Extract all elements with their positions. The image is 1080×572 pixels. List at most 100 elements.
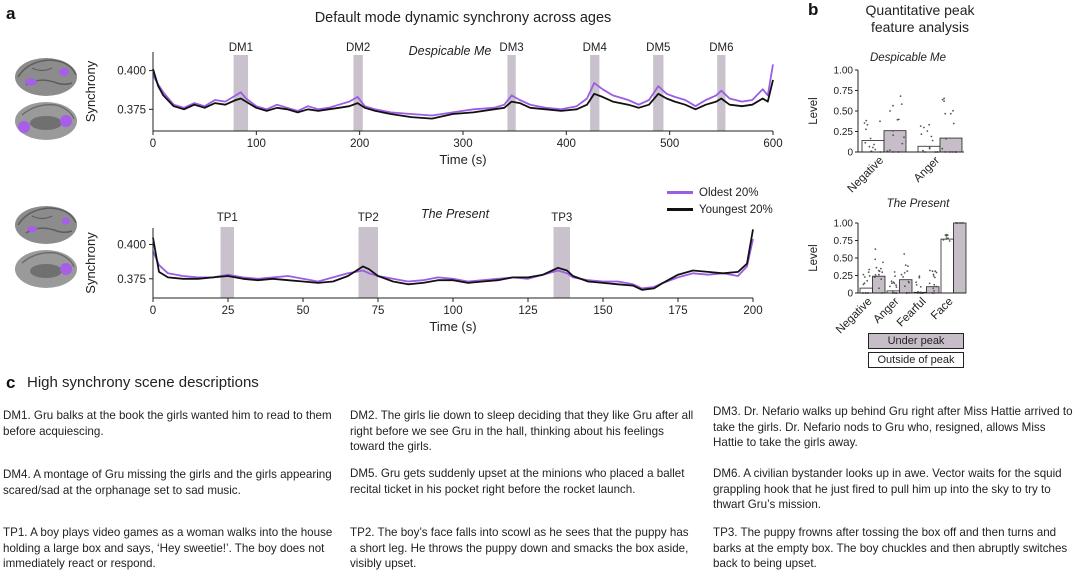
bar-negative-under <box>872 275 886 294</box>
data-point <box>930 135 933 138</box>
chart-subtitle: The Present <box>421 207 490 221</box>
y-axis-label: Level <box>808 97 820 125</box>
data-point <box>877 269 880 272</box>
legend-peak: Under peak Outside of peak <box>868 333 964 371</box>
data-point <box>934 270 937 273</box>
data-point <box>873 143 875 146</box>
data-point <box>874 148 877 151</box>
bar-face-under <box>953 222 967 294</box>
data-point <box>934 276 936 279</box>
y-tick-label: 0.400 <box>117 66 146 78</box>
data-point <box>899 95 902 97</box>
data-point <box>863 282 866 285</box>
legend-label-youngest: Youngest 20% <box>699 203 773 216</box>
data-point <box>960 222 963 224</box>
data-point <box>867 271 870 273</box>
data-point <box>897 118 900 121</box>
data-point <box>918 275 921 278</box>
x-tick-label: 125 <box>518 305 537 317</box>
chart-present-synchrony: TP1 TP2 TP3 0 25 50 75 100 125 150 175 200 0.375 0.40… <box>83 207 763 334</box>
legend-under-peak: Under peak <box>868 333 964 349</box>
scene-description-dm1: DM1. Gru balks at the book the girls wan… <box>3 409 332 438</box>
data-point <box>907 280 910 283</box>
data-point <box>962 222 965 224</box>
category-label-negative: Negative <box>846 155 887 196</box>
data-point <box>918 276 921 279</box>
y-tick-label: 1.00 <box>834 66 854 77</box>
x-tick-label: 200 <box>743 305 762 317</box>
brain-lateral-icon <box>15 58 77 96</box>
legend-item-oldest: Oldest 20% <box>667 184 773 201</box>
data-point <box>889 110 891 112</box>
x-axis-label: Time (s) <box>439 152 486 167</box>
x-tick-label: 25 <box>222 305 235 317</box>
data-point <box>894 275 896 277</box>
data-point <box>932 273 935 276</box>
data-point <box>919 285 922 288</box>
data-point <box>900 103 903 105</box>
data-point <box>928 146 931 149</box>
x-axis-label: Time (s) <box>429 319 476 334</box>
data-point <box>891 282 893 285</box>
y-tick-label: 1.00 <box>834 219 854 230</box>
legend-swatch-oldest <box>667 191 693 194</box>
bar-anger-under <box>939 137 963 153</box>
panel-letter-a: a <box>6 4 16 23</box>
data-point <box>904 285 906 288</box>
peak-band-tp2 <box>358 227 378 298</box>
data-point <box>933 290 935 292</box>
figure-title-a: Default mode dynamic synchrony across ag… <box>314 10 612 26</box>
data-point <box>865 119 868 122</box>
data-point <box>941 147 944 150</box>
data-point <box>893 271 896 273</box>
descriptions-title: High synchrony scene descriptions <box>27 374 259 391</box>
peak-band-dm6 <box>717 55 726 131</box>
x-tick-label: 600 <box>763 138 782 150</box>
data-point <box>928 282 931 285</box>
data-point <box>864 141 867 144</box>
chart-despicable-synchrony: DM1 DM2 DM3 DM4 DM5 DM6 0 100 200 300 400 500 600 0.3… <box>83 42 783 167</box>
x-tick-label: 0 <box>150 305 156 317</box>
y-tick-label: 0.75 <box>834 236 854 247</box>
x-tick-label: 400 <box>557 138 576 150</box>
data-point <box>946 234 949 237</box>
data-point <box>890 280 893 283</box>
x-tick-label: 200 <box>350 138 369 150</box>
scene-description-dm6: DM6. A civilian bystander looks up in aw… <box>713 467 1062 511</box>
brain-medial-icon <box>15 250 77 288</box>
y-tick-label: 0.25 <box>834 127 854 138</box>
peak-label-tp3: TP3 <box>551 212 572 224</box>
data-point <box>952 109 954 112</box>
peak-band-dm3 <box>507 55 516 131</box>
data-point <box>868 268 871 271</box>
data-point <box>901 142 904 145</box>
chart-subtitle: Despicable Me <box>409 44 492 58</box>
data-point <box>881 271 884 274</box>
scene-description-dm5: DM5. Gru gets suddenly upset at the mini… <box>350 467 685 496</box>
data-point <box>949 112 952 115</box>
legend-outside-peak: Outside of peak <box>868 352 964 368</box>
y-tick-label: 0 <box>847 148 853 159</box>
data-point <box>945 138 947 140</box>
bar-negative-under <box>883 130 907 153</box>
peak-label-dm4: DM4 <box>583 42 608 54</box>
peak-label-dm6: DM6 <box>709 42 733 54</box>
y-axis-label: Level <box>808 244 820 272</box>
peak-label-tp1: TP1 <box>217 212 238 224</box>
x-tick-label: 300 <box>453 138 472 150</box>
series-line-oldest <box>152 64 774 117</box>
data-point <box>923 126 925 129</box>
data-point <box>958 222 961 224</box>
data-point <box>929 269 931 272</box>
data-point <box>895 284 897 287</box>
legend-synchrony: Oldest 20% Youngest 20% <box>667 184 773 218</box>
x-tick-label: 175 <box>668 305 687 317</box>
data-point <box>892 130 894 132</box>
category-label-anger: Anger <box>912 155 942 185</box>
peak-label-dm1: DM1 <box>229 42 253 54</box>
legend-swatch-youngest <box>667 208 693 211</box>
data-point <box>903 136 905 139</box>
data-point <box>878 273 880 276</box>
x-tick-label: 75 <box>372 305 385 317</box>
